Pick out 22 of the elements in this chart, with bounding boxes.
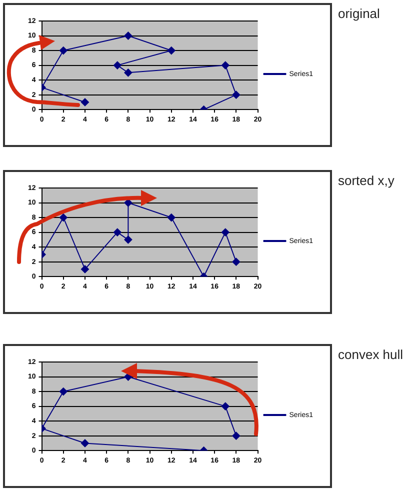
point xyxy=(221,61,230,70)
point xyxy=(232,258,240,266)
point xyxy=(80,98,89,106)
point xyxy=(221,402,230,410)
point xyxy=(167,214,176,222)
text: sorted x,y xyxy=(338,173,395,188)
point xyxy=(113,61,122,70)
point xyxy=(232,90,240,99)
point xyxy=(221,228,230,236)
point xyxy=(59,46,68,55)
point xyxy=(80,439,89,448)
point xyxy=(124,68,132,77)
point xyxy=(59,214,68,222)
point xyxy=(124,32,132,40)
point xyxy=(113,228,122,236)
point xyxy=(80,265,89,274)
point xyxy=(59,388,68,396)
text: original xyxy=(338,6,380,22)
point xyxy=(232,432,240,440)
point xyxy=(167,46,176,55)
point xyxy=(124,236,132,244)
text: convex hull xyxy=(338,347,404,362)
